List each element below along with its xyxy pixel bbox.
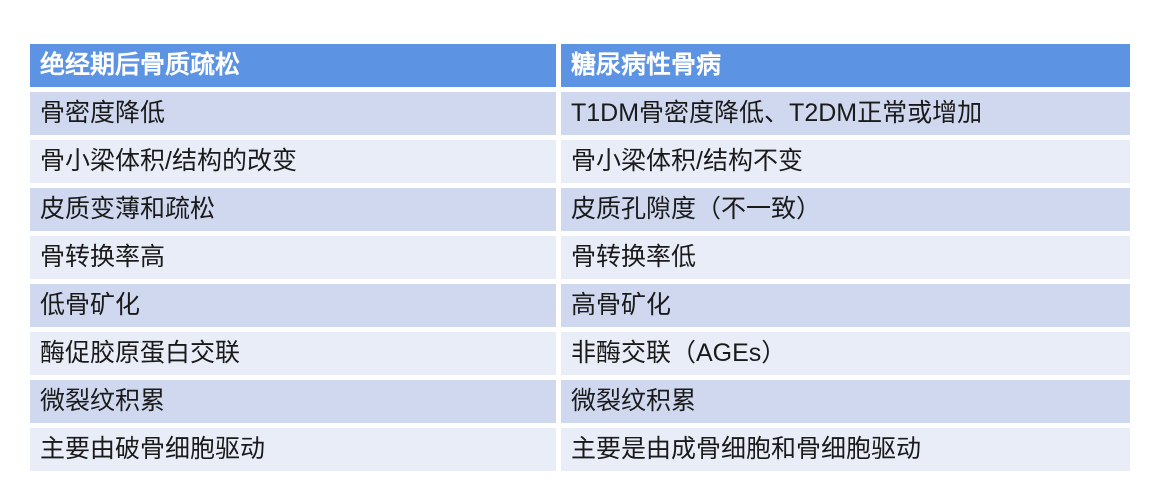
table-cell: 非酶交联（AGEs） bbox=[561, 332, 1130, 375]
table-cell: 微裂纹积累 bbox=[30, 380, 556, 423]
table-cell: 骨转换率高 bbox=[30, 236, 556, 279]
table-cell: 骨小梁体积/结构不变 bbox=[561, 140, 1130, 183]
table-cell: 主要是由成骨细胞和骨细胞驱动 bbox=[561, 428, 1130, 471]
table-cell: 骨转换率低 bbox=[561, 236, 1130, 279]
table-row: 骨小梁体积/结构的改变 骨小梁体积/结构不变 bbox=[30, 140, 1130, 183]
table-cell: 骨密度降低 bbox=[30, 92, 556, 135]
column-header-diabetic-bone-disease: 糖尿病性骨病 bbox=[561, 44, 1130, 87]
table-cell: 皮质变薄和疏松 bbox=[30, 188, 556, 231]
table-header-row: 绝经期后骨质疏松 糖尿病性骨病 bbox=[30, 44, 1130, 87]
table-row: 骨密度降低 T1DM骨密度降低、T2DM正常或增加 bbox=[30, 92, 1130, 135]
table-cell: 高骨矿化 bbox=[561, 284, 1130, 327]
table-cell: 主要由破骨细胞驱动 bbox=[30, 428, 556, 471]
comparison-table: 绝经期后骨质疏松 糖尿病性骨病 骨密度降低 T1DM骨密度降低、T2DM正常或增… bbox=[25, 39, 1135, 476]
table-cell: T1DM骨密度降低、T2DM正常或增加 bbox=[561, 92, 1130, 135]
table-cell: 骨小梁体积/结构的改变 bbox=[30, 140, 556, 183]
table-cell: 微裂纹积累 bbox=[561, 380, 1130, 423]
table-row: 微裂纹积累 微裂纹积累 bbox=[30, 380, 1130, 423]
table-row: 主要由破骨细胞驱动 主要是由成骨细胞和骨细胞驱动 bbox=[30, 428, 1130, 471]
table-row: 酶促胶原蛋白交联 非酶交联（AGEs） bbox=[30, 332, 1130, 375]
column-header-postmenopausal-osteoporosis: 绝经期后骨质疏松 bbox=[30, 44, 556, 87]
table-cell: 酶促胶原蛋白交联 bbox=[30, 332, 556, 375]
table-cell: 低骨矿化 bbox=[30, 284, 556, 327]
table-cell: 皮质孔隙度（不一致） bbox=[561, 188, 1130, 231]
table-row: 皮质变薄和疏松 皮质孔隙度（不一致） bbox=[30, 188, 1130, 231]
table-row: 骨转换率高 骨转换率低 bbox=[30, 236, 1130, 279]
table-row: 低骨矿化 高骨矿化 bbox=[30, 284, 1130, 327]
